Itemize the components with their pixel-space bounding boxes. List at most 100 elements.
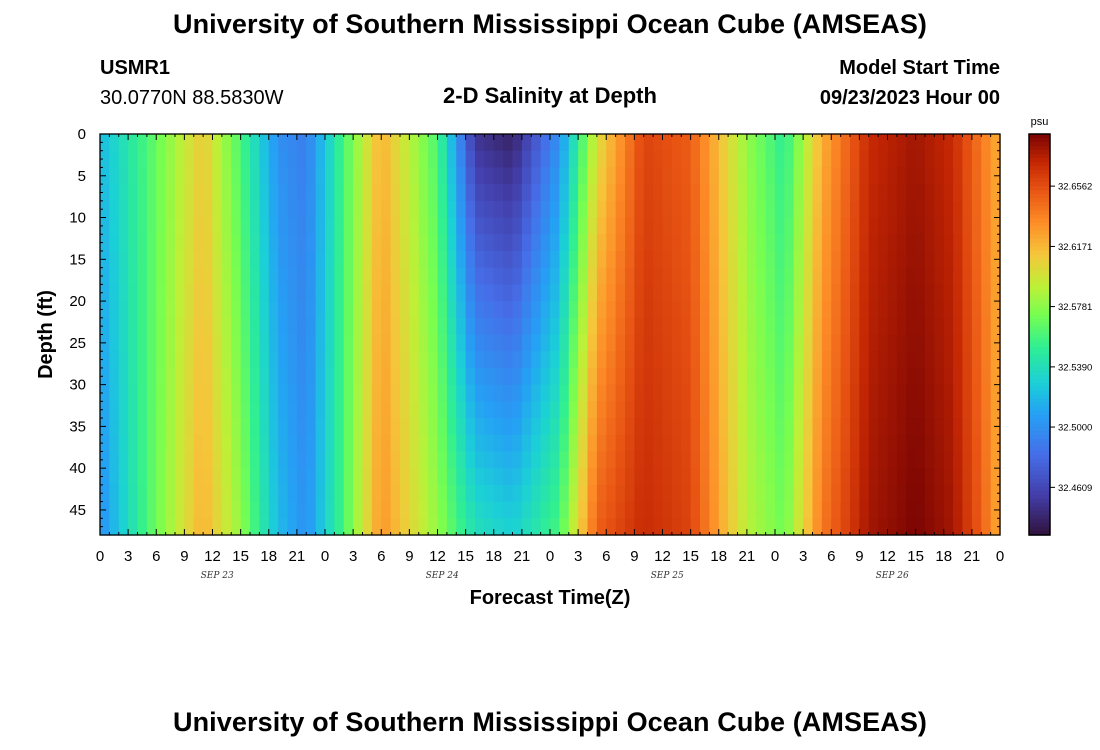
heatmap-cell <box>287 434 298 453</box>
heatmap-cell <box>606 184 617 202</box>
heatmap-cell <box>878 284 889 302</box>
heatmap-cell <box>371 234 382 252</box>
heatmap-cell <box>690 351 701 369</box>
heatmap-cell <box>381 451 392 469</box>
heatmap-cell <box>531 167 542 185</box>
heatmap-cell <box>971 234 982 252</box>
x-tick-label: 15 <box>682 548 699 565</box>
x-tick-label: 9 <box>630 548 638 565</box>
heatmap-cell <box>625 351 635 369</box>
heatmap-cell <box>550 317 560 336</box>
heatmap-cell <box>578 234 589 252</box>
heatmap-cell <box>306 418 317 436</box>
colorbar-unit: psu <box>1031 116 1049 128</box>
heatmap-cell <box>728 418 739 436</box>
heatmap-cell <box>428 334 439 352</box>
heatmap-cell <box>812 317 823 336</box>
heatmap-cell <box>231 334 242 352</box>
heatmap-cell <box>203 134 214 152</box>
heatmap-cell <box>109 301 120 319</box>
heatmap-cell <box>146 200 157 219</box>
heatmap-cell <box>353 468 364 486</box>
heatmap-cell <box>296 418 307 436</box>
heatmap-cell <box>493 234 504 252</box>
heatmap-cell <box>296 267 307 285</box>
heatmap-cell <box>709 301 720 319</box>
heatmap-cell <box>296 468 307 486</box>
heatmap-cell <box>831 434 842 453</box>
heatmap-cell <box>325 284 335 302</box>
heatmap-cell <box>850 167 860 185</box>
heatmap-cell <box>700 167 710 185</box>
heatmap-cell <box>550 217 560 235</box>
colorbar-segment <box>1029 506 1050 512</box>
heatmap-cell <box>128 200 139 219</box>
heatmap-cell <box>475 167 485 185</box>
heatmap-cell <box>812 134 823 152</box>
heatmap-cell <box>503 451 514 469</box>
y-tick-label: 5 <box>78 168 86 185</box>
heatmap-cell <box>156 434 167 453</box>
heatmap-cell <box>643 434 654 453</box>
heatmap-cell <box>493 351 504 369</box>
heatmap-cell <box>418 384 429 402</box>
heatmap-cell <box>156 284 167 302</box>
heatmap-cell <box>784 434 795 453</box>
heatmap-cell <box>793 501 804 519</box>
heatmap-cell <box>812 434 823 453</box>
heatmap-cell <box>746 267 757 285</box>
heatmap-cell <box>353 401 364 419</box>
heatmap-cell <box>456 501 467 519</box>
colorbar-segment <box>1029 166 1050 171</box>
heatmap-cell <box>671 250 682 269</box>
x-tick-label: 0 <box>771 548 779 565</box>
heatmap-cell <box>765 184 776 202</box>
heatmap-cell <box>475 150 485 169</box>
heatmap-cell <box>137 200 148 219</box>
heatmap-cell <box>850 234 860 252</box>
heatmap-cell <box>700 200 710 219</box>
heatmap-cell <box>306 317 317 336</box>
heatmap-cell <box>643 167 654 185</box>
heatmap-cell <box>268 200 279 219</box>
heatmap-cell <box>146 401 157 419</box>
heatmap-cell <box>325 250 335 269</box>
heatmap-cell <box>503 384 514 402</box>
heatmap-cell <box>418 351 429 369</box>
heatmap-cell <box>690 451 701 469</box>
heatmap-cell <box>793 217 804 235</box>
heatmap-cell <box>343 384 354 402</box>
heatmap-cell <box>634 184 645 202</box>
heatmap-cell <box>446 134 457 152</box>
heatmap-cell <box>503 250 514 269</box>
heatmap-cell <box>193 367 204 386</box>
heatmap-cell <box>634 518 645 536</box>
heatmap-cell <box>765 518 776 536</box>
heatmap-cell <box>606 250 617 269</box>
heatmap-cell <box>296 518 307 536</box>
heatmap-cell <box>643 334 654 352</box>
heatmap-cell <box>212 267 223 285</box>
x-tick-label: 6 <box>152 548 160 565</box>
heatmap-cell <box>118 468 129 486</box>
heatmap-cell <box>259 200 270 219</box>
heatmap-cell <box>859 501 870 519</box>
heatmap-cell <box>662 401 673 419</box>
heatmap-cell <box>362 200 373 219</box>
heatmap-cell <box>315 250 326 269</box>
heatmap-cell <box>578 418 589 436</box>
heatmap-cell <box>887 501 898 519</box>
heatmap-cell <box>165 401 176 419</box>
heatmap-cell <box>409 451 420 469</box>
heatmap-cell <box>428 418 439 436</box>
heatmap-cell <box>887 217 898 235</box>
heatmap-cell <box>296 217 307 235</box>
heatmap-cell <box>653 134 664 152</box>
heatmap-cell <box>746 384 757 402</box>
heatmap-cell <box>868 451 879 469</box>
heatmap-cell <box>925 317 935 336</box>
heatmap-cell <box>493 501 504 519</box>
heatmap-cell <box>193 484 204 503</box>
heatmap-cell <box>493 150 504 169</box>
heatmap-cell <box>568 184 579 202</box>
